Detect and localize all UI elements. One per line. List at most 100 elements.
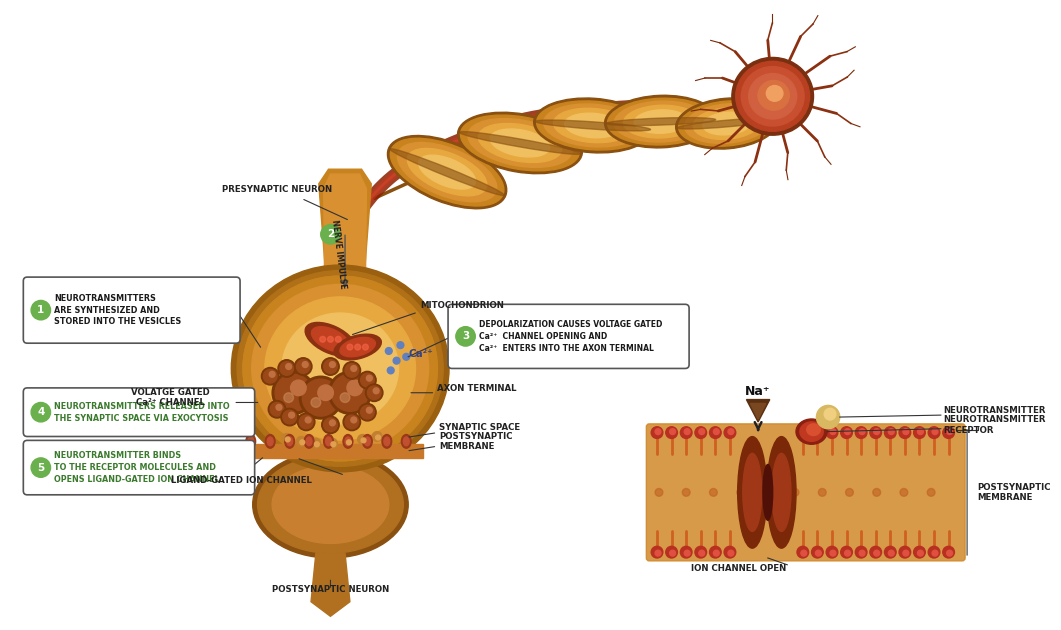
Ellipse shape xyxy=(693,108,761,139)
Circle shape xyxy=(345,415,359,429)
Ellipse shape xyxy=(324,435,333,448)
Circle shape xyxy=(812,546,823,558)
Ellipse shape xyxy=(286,318,394,419)
Ellipse shape xyxy=(258,456,403,553)
Ellipse shape xyxy=(419,155,475,189)
Text: DEPOLARIZATION CAUSES VOLTAGE GATED
Ca²⁺  CHANNEL OPENING AND
Ca²⁺  ENTERS INTO : DEPOLARIZATION CAUSES VOLTAGE GATED Ca²⁺… xyxy=(480,320,662,353)
Circle shape xyxy=(372,432,382,442)
Circle shape xyxy=(824,408,836,420)
Circle shape xyxy=(695,546,707,558)
Circle shape xyxy=(347,440,351,445)
Circle shape xyxy=(728,429,734,435)
Circle shape xyxy=(932,550,938,556)
Circle shape xyxy=(888,550,894,556)
Circle shape xyxy=(276,404,282,410)
Circle shape xyxy=(713,429,719,435)
Ellipse shape xyxy=(679,101,776,146)
Circle shape xyxy=(281,408,298,426)
Circle shape xyxy=(359,403,377,421)
Ellipse shape xyxy=(677,118,777,129)
Ellipse shape xyxy=(326,437,331,446)
Ellipse shape xyxy=(306,323,355,356)
Circle shape xyxy=(324,360,337,374)
Ellipse shape xyxy=(345,437,351,446)
Circle shape xyxy=(343,413,361,431)
Text: POSTSYNAPTIC
MEMBRANE: POSTSYNAPTIC MEMBRANE xyxy=(439,432,512,451)
Ellipse shape xyxy=(255,287,425,450)
Ellipse shape xyxy=(543,104,642,147)
Text: NEUROTRANSMITTER BINDS
TO THE RECEPTOR MOLECULES AND
OPENS LIGAND-GATED ION CHAN: NEUROTRANSMITTER BINDS TO THE RECEPTOR M… xyxy=(54,451,220,484)
Circle shape xyxy=(943,427,955,438)
Circle shape xyxy=(403,353,410,360)
Ellipse shape xyxy=(537,101,649,150)
Circle shape xyxy=(818,488,827,496)
Text: NERVE IMPULSE: NERVE IMPULSE xyxy=(331,219,348,289)
Circle shape xyxy=(331,374,368,411)
Circle shape xyxy=(870,427,882,438)
Ellipse shape xyxy=(282,313,399,424)
Text: ION CHANNEL OPEN: ION CHANNEL OPEN xyxy=(691,564,786,573)
Circle shape xyxy=(341,392,350,403)
Ellipse shape xyxy=(240,273,440,464)
Circle shape xyxy=(710,427,721,438)
Ellipse shape xyxy=(246,435,256,448)
Circle shape xyxy=(699,429,705,435)
Circle shape xyxy=(801,429,806,435)
Polygon shape xyxy=(318,169,371,286)
Circle shape xyxy=(914,427,925,438)
Circle shape xyxy=(365,384,383,401)
Polygon shape xyxy=(311,553,350,616)
Ellipse shape xyxy=(265,297,416,440)
Circle shape xyxy=(318,385,333,401)
Circle shape xyxy=(680,546,692,558)
Circle shape xyxy=(285,364,292,369)
Circle shape xyxy=(812,427,823,438)
Ellipse shape xyxy=(468,118,572,168)
Circle shape xyxy=(285,437,290,442)
Text: 2: 2 xyxy=(327,229,334,239)
Ellipse shape xyxy=(253,451,408,558)
Circle shape xyxy=(343,362,361,379)
Circle shape xyxy=(845,550,851,556)
Ellipse shape xyxy=(407,149,487,196)
Ellipse shape xyxy=(684,104,769,144)
Circle shape xyxy=(840,427,852,438)
Circle shape xyxy=(846,488,853,496)
Text: NEUROTRANSMITTER: NEUROTRANSMITTER xyxy=(943,406,1045,415)
Circle shape xyxy=(928,427,940,438)
Circle shape xyxy=(928,546,940,558)
Ellipse shape xyxy=(763,464,772,520)
Ellipse shape xyxy=(624,105,698,138)
Ellipse shape xyxy=(312,326,349,352)
FancyBboxPatch shape xyxy=(448,304,689,369)
Circle shape xyxy=(345,364,359,377)
Ellipse shape xyxy=(608,98,714,145)
Ellipse shape xyxy=(305,435,314,448)
Circle shape xyxy=(261,367,279,385)
Circle shape xyxy=(330,362,335,367)
Ellipse shape xyxy=(800,422,823,442)
Circle shape xyxy=(797,427,808,438)
Ellipse shape xyxy=(307,437,312,446)
Circle shape xyxy=(669,550,676,556)
Circle shape xyxy=(873,488,881,496)
Circle shape xyxy=(296,437,307,446)
Circle shape xyxy=(314,442,319,447)
Circle shape xyxy=(302,362,308,367)
Ellipse shape xyxy=(758,81,789,110)
Circle shape xyxy=(359,371,377,389)
Circle shape xyxy=(724,546,735,558)
Circle shape xyxy=(387,367,394,374)
Circle shape xyxy=(343,437,353,446)
Ellipse shape xyxy=(343,435,353,448)
Ellipse shape xyxy=(479,123,561,163)
Text: Na⁺: Na⁺ xyxy=(745,386,770,398)
Circle shape xyxy=(296,360,310,374)
Polygon shape xyxy=(324,174,366,281)
Circle shape xyxy=(801,550,806,556)
Ellipse shape xyxy=(735,61,810,131)
Circle shape xyxy=(900,488,908,496)
Circle shape xyxy=(855,427,867,438)
Circle shape xyxy=(328,336,333,342)
Circle shape xyxy=(275,374,312,411)
